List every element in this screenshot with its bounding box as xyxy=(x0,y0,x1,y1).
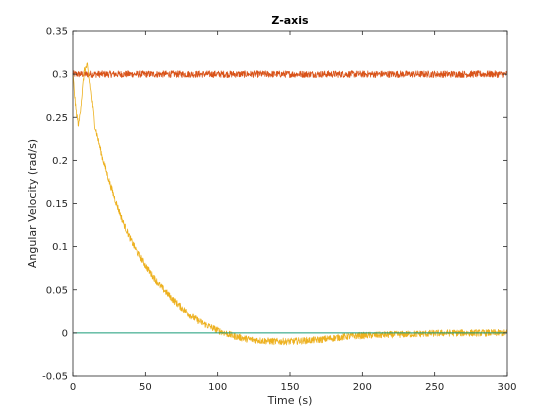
x-tick-label: 150 xyxy=(280,382,299,393)
y-tick-label: 0.15 xyxy=(46,199,68,210)
y-tick-label: 0.05 xyxy=(46,285,68,296)
series-layer xyxy=(72,62,508,346)
chart-title: Z-axis xyxy=(271,14,309,27)
series-line-2 xyxy=(72,62,508,346)
y-tick-label: 0 xyxy=(62,328,68,339)
y-tick-label: 0.1 xyxy=(52,242,68,253)
x-tick-label: 0 xyxy=(70,382,76,393)
x-tick-label: 100 xyxy=(208,382,227,393)
x-tick-label: 300 xyxy=(497,382,516,393)
y-tick-label: 0.25 xyxy=(46,113,68,124)
series-line-1 xyxy=(72,70,508,78)
y-tick-label: 0.35 xyxy=(46,27,68,38)
y-tick-label: 0.3 xyxy=(52,70,68,81)
y-axis-label: Angular Velocity (rad/s) xyxy=(26,139,39,268)
y-tick-label: 0.2 xyxy=(52,156,68,167)
x-tick-label: 250 xyxy=(425,382,444,393)
ticks-layer: 0 50 100 150 200 250 300-0.0500.050.10.150.20.… xyxy=(42,27,516,394)
plot-area xyxy=(73,31,507,376)
x-axis-label: Time (s) xyxy=(267,394,313,407)
y-tick-label: -0.05 xyxy=(42,372,68,383)
x-tick-label: 50 xyxy=(139,382,152,393)
x-tick-label: 200 xyxy=(353,382,372,393)
